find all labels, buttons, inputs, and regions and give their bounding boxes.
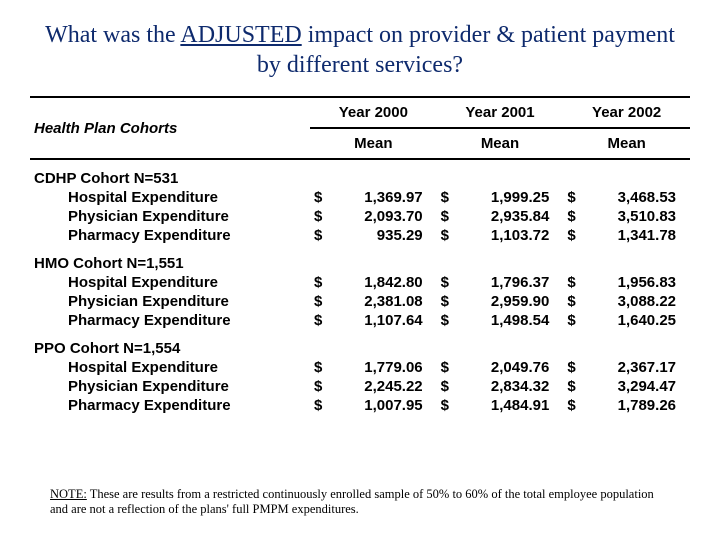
expenditure-label: Physician Expenditure [30, 207, 310, 226]
expenditure-label: Hospital Expenditure [30, 273, 310, 292]
currency-symbol: $ [310, 377, 328, 396]
table-row: Hospital Expenditure$1,842.80$1,796.37$1… [30, 273, 690, 292]
currency-symbol: $ [563, 358, 581, 377]
expenditure-value: 2,935.84 [455, 207, 564, 226]
expenditure-label: Pharmacy Expenditure [30, 226, 310, 245]
currency-symbol: $ [563, 273, 581, 292]
expenditure-label: Hospital Expenditure [30, 358, 310, 377]
expenditure-value: 1,842.80 [328, 273, 437, 292]
currency-symbol: $ [563, 226, 581, 245]
currency-symbol: $ [437, 292, 455, 311]
table-row: Pharmacy Expenditure$935.29$1,103.72$1,3… [30, 226, 690, 245]
header-mean-1: Mean [437, 128, 564, 159]
currency-symbol: $ [437, 273, 455, 292]
expenditure-label: Hospital Expenditure [30, 188, 310, 207]
expenditure-value: 2,959.90 [455, 292, 564, 311]
cohort-header: HMO Cohort N=1,551 [30, 245, 690, 273]
currency-symbol: $ [437, 207, 455, 226]
expenditure-value: 3,088.22 [581, 292, 690, 311]
currency-symbol: $ [310, 396, 328, 415]
header-label: Health Plan Cohorts [30, 97, 310, 159]
currency-symbol: $ [310, 188, 328, 207]
currency-symbol: $ [310, 292, 328, 311]
currency-symbol: $ [310, 358, 328, 377]
title-underlined: ADJUSTED [180, 22, 301, 48]
currency-symbol: $ [310, 226, 328, 245]
currency-symbol: $ [563, 377, 581, 396]
expenditure-value: 2,049.76 [455, 358, 564, 377]
expenditure-value: 1,103.72 [455, 226, 564, 245]
table-row: Physician Expenditure$2,093.70$2,935.84$… [30, 207, 690, 226]
table-row: Pharmacy Expenditure$1,107.64$1,498.54$1… [30, 311, 690, 330]
expenditure-value: 1,796.37 [455, 273, 564, 292]
expenditure-value: 1,779.06 [328, 358, 437, 377]
currency-symbol: $ [437, 377, 455, 396]
cohort-header: PPO Cohort N=1,554 [30, 330, 690, 358]
expenditure-value: 935.29 [328, 226, 437, 245]
currency-symbol: $ [437, 358, 455, 377]
cohort-table-container: Health Plan Cohorts Year 2000 Year 2001 … [0, 90, 720, 415]
expenditure-value: 2,245.22 [328, 377, 437, 396]
cohort-name: HMO Cohort N=1,551 [30, 245, 690, 273]
cohort-name: CDHP Cohort N=531 [30, 159, 690, 188]
cohort-header: CDHP Cohort N=531 [30, 159, 690, 188]
expenditure-value: 1,369.97 [328, 188, 437, 207]
table-row: Hospital Expenditure$1,779.06$2,049.76$2… [30, 358, 690, 377]
header-year-2: Year 2002 [563, 97, 690, 128]
currency-symbol: $ [437, 226, 455, 245]
expenditure-label: Physician Expenditure [30, 377, 310, 396]
expenditure-value: 1,107.64 [328, 311, 437, 330]
table-row: Physician Expenditure$2,381.08$2,959.90$… [30, 292, 690, 311]
expenditure-value: 1,789.26 [581, 396, 690, 415]
slide-title: What was the ADJUSTED impact on provider… [0, 0, 720, 90]
expenditure-label: Pharmacy Expenditure [30, 396, 310, 415]
title-post: impact on provider & patient payment by … [257, 22, 675, 78]
currency-symbol: $ [563, 311, 581, 330]
footnote-label: NOTE: [50, 487, 87, 501]
expenditure-value: 2,381.08 [328, 292, 437, 311]
currency-symbol: $ [563, 207, 581, 226]
header-mean-0: Mean [310, 128, 437, 159]
expenditure-label: Pharmacy Expenditure [30, 311, 310, 330]
expenditure-value: 1,999.25 [455, 188, 564, 207]
footnote-text: These are results from a restricted cont… [50, 487, 654, 517]
cohort-name: PPO Cohort N=1,554 [30, 330, 690, 358]
expenditure-value: 1,007.95 [328, 396, 437, 415]
header-year-1: Year 2001 [437, 97, 564, 128]
expenditure-value: 3,510.83 [581, 207, 690, 226]
currency-symbol: $ [310, 311, 328, 330]
table-row: Pharmacy Expenditure$1,007.95$1,484.91$1… [30, 396, 690, 415]
expenditure-value: 1,956.83 [581, 273, 690, 292]
expenditure-value: 1,498.54 [455, 311, 564, 330]
currency-symbol: $ [563, 188, 581, 207]
footnote: NOTE: These are results from a restricte… [50, 487, 670, 518]
header-year-0: Year 2000 [310, 97, 437, 128]
currency-symbol: $ [563, 292, 581, 311]
currency-symbol: $ [310, 273, 328, 292]
expenditure-value: 1,341.78 [581, 226, 690, 245]
expenditure-value: 3,294.47 [581, 377, 690, 396]
expenditure-value: 2,367.17 [581, 358, 690, 377]
table-row: Physician Expenditure$2,245.22$2,834.32$… [30, 377, 690, 396]
currency-symbol: $ [437, 396, 455, 415]
currency-symbol: $ [563, 396, 581, 415]
table-header-row: Health Plan Cohorts Year 2000 Year 2001 … [30, 97, 690, 128]
table-row: Hospital Expenditure$1,369.97$1,999.25$3… [30, 188, 690, 207]
cohort-table: Health Plan Cohorts Year 2000 Year 2001 … [30, 96, 690, 415]
table-body: CDHP Cohort N=531Hospital Expenditure$1,… [30, 159, 690, 415]
expenditure-value: 1,484.91 [455, 396, 564, 415]
expenditure-value: 2,093.70 [328, 207, 437, 226]
currency-symbol: $ [437, 188, 455, 207]
header-mean-2: Mean [563, 128, 690, 159]
expenditure-value: 3,468.53 [581, 188, 690, 207]
expenditure-label: Physician Expenditure [30, 292, 310, 311]
currency-symbol: $ [310, 207, 328, 226]
expenditure-value: 2,834.32 [455, 377, 564, 396]
title-pre: What was the [45, 22, 180, 48]
expenditure-value: 1,640.25 [581, 311, 690, 330]
currency-symbol: $ [437, 311, 455, 330]
